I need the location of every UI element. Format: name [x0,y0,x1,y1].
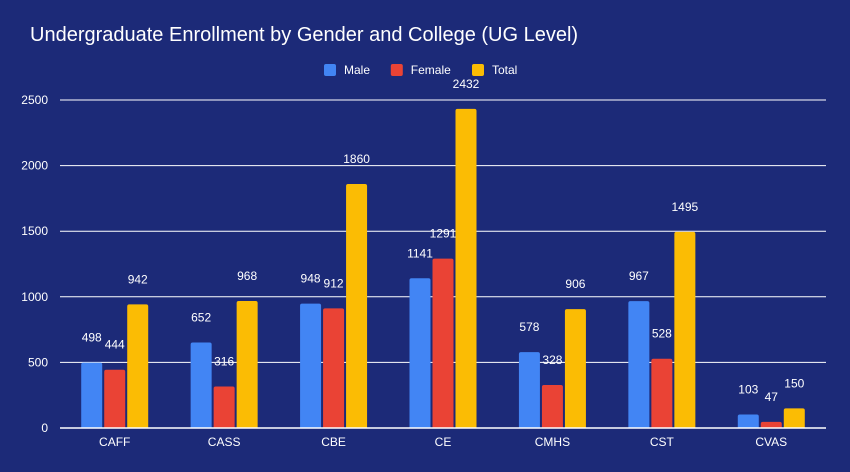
x-tick-label: CE [435,435,452,449]
bar-total-cass[interactable] [236,300,258,428]
x-tick-label: CMHS [535,435,570,449]
y-tick-label: 1500 [21,224,48,238]
legend-swatch [390,64,403,76]
data-label: 528 [652,327,672,341]
data-label: 942 [128,272,148,286]
x-tick-label: CASS [208,435,241,449]
data-label: 578 [519,320,539,334]
data-label: 652 [191,310,211,324]
x-tick-label: CAFF [99,435,130,449]
legend-swatch [324,64,336,76]
bar-female-cst[interactable] [651,358,673,428]
bar-total-cmhs[interactable] [564,309,586,428]
data-label: 2432 [453,77,480,91]
bar-male-cass[interactable] [190,342,212,428]
data-label: 948 [301,272,321,286]
bar-male-cmhs[interactable] [518,352,540,428]
bar-female-ce[interactable] [432,258,454,428]
bar-female-cvas[interactable] [760,421,782,428]
bar-female-cbe[interactable] [323,308,345,428]
bar-total-cbe[interactable] [346,183,368,428]
bar-total-cvas[interactable] [783,408,805,428]
y-tick-label: 500 [28,355,48,369]
x-tick-label: CVAS [755,435,787,449]
bar-male-cbe[interactable] [300,303,322,428]
data-label: 967 [629,269,649,283]
legend-label: Female [411,63,451,77]
bar-female-cmhs[interactable] [541,384,563,428]
data-label: 1860 [343,152,370,166]
chart-title: Undergraduate Enrollment by Gender and C… [30,24,579,46]
legend-label: Male [344,63,370,77]
data-label: 1291 [430,227,457,241]
data-label: 47 [765,390,779,404]
legend-item-total[interactable]: Total [472,63,517,77]
bar-female-caff[interactable] [104,369,126,428]
data-label: 444 [105,338,125,352]
bar-total-cst[interactable] [674,231,696,428]
bar-total-caff[interactable] [127,304,149,428]
bar-total-ce[interactable] [455,108,477,428]
x-tick-label: CST [650,435,675,449]
data-label: 150 [784,376,804,390]
data-label: 906 [565,277,585,291]
data-label: 1141 [407,246,433,260]
data-label: 103 [738,382,758,396]
y-tick-label: 0 [41,421,48,435]
y-tick-label: 2000 [21,159,48,173]
bar-male-cvas[interactable] [737,414,759,428]
data-label: 498 [82,331,102,345]
bar-male-caff[interactable] [81,362,103,428]
legend-item-female[interactable]: Female [390,63,451,77]
data-label: 328 [542,353,562,367]
data-label: 968 [237,269,257,283]
data-label: 912 [324,276,344,290]
bar-female-cass[interactable] [213,386,235,428]
y-tick-label: 1000 [21,290,48,304]
legend-swatch [472,64,484,76]
legend-item-male[interactable]: Male [324,63,370,77]
data-label: 316 [214,355,234,369]
x-tick-label: CBE [321,435,346,449]
bar-male-cst[interactable] [628,301,650,428]
bar-male-ce[interactable] [409,278,431,428]
y-tick-label: 2500 [21,93,48,107]
data-label: 1495 [672,200,699,214]
legend-label: Total [492,63,517,77]
